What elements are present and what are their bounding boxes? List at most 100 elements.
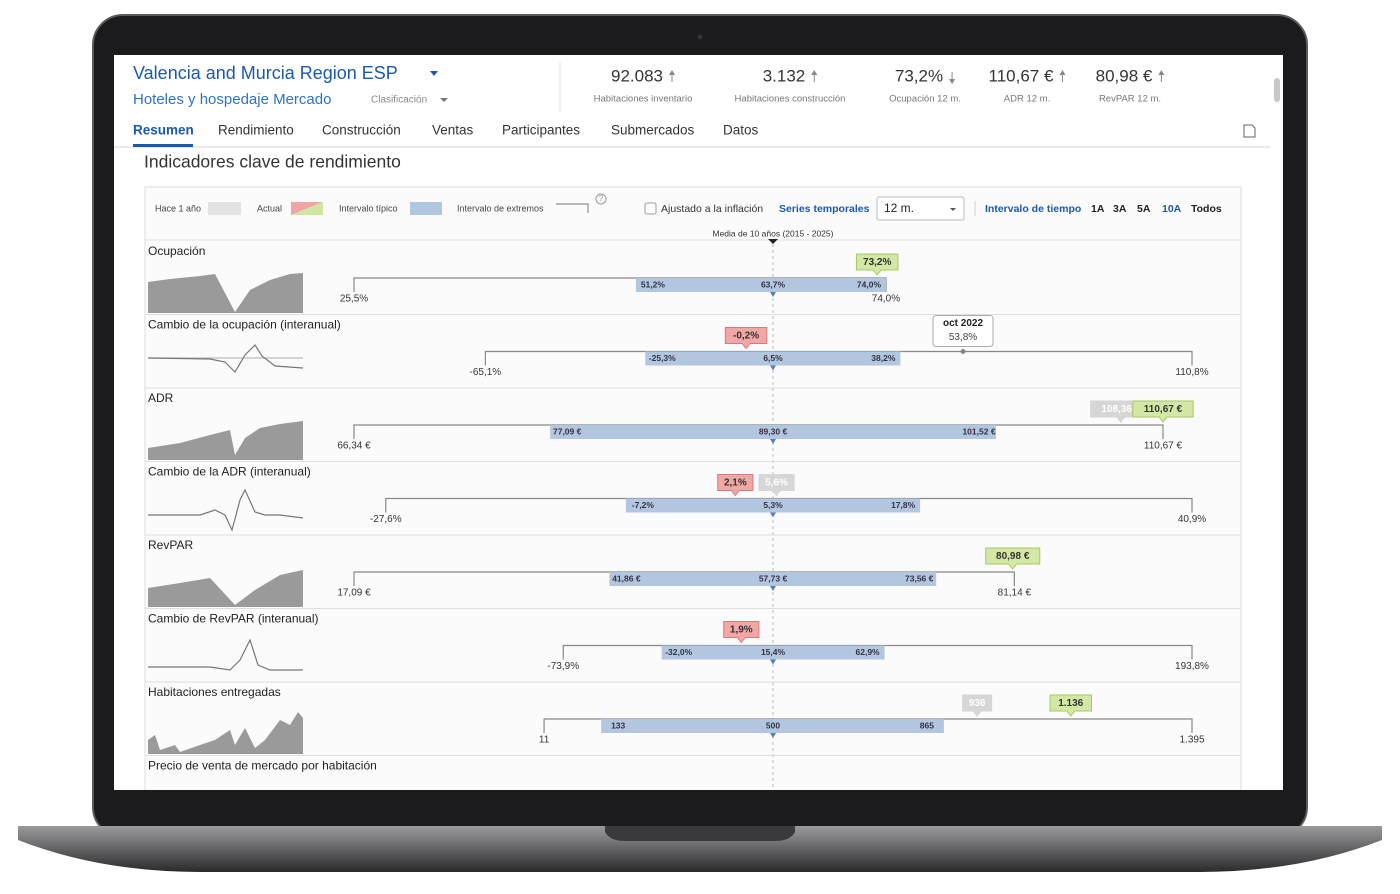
typical-interval-bar bbox=[609, 572, 937, 586]
document-icon[interactable] bbox=[1243, 124, 1256, 138]
row-title: Ocupación bbox=[148, 244, 205, 258]
kpi-label: Ocupación 12 m. bbox=[889, 94, 961, 105]
current-marker-label: 73,2% bbox=[863, 257, 891, 268]
market-title[interactable]: Valencia and Murcia Region ESP bbox=[133, 63, 398, 83]
title-caret bbox=[430, 71, 438, 76]
nav-tab[interactable]: Rendimiento bbox=[218, 123, 294, 138]
section-title: Indicadores clave de rendimiento bbox=[144, 152, 401, 172]
median-label: 57,73 € bbox=[759, 573, 788, 583]
laptop-base bbox=[18, 826, 1382, 872]
inflation-checkbox[interactable] bbox=[644, 202, 657, 215]
min-label: 25,5% bbox=[340, 294, 368, 305]
year-ago-marker bbox=[758, 474, 795, 497]
legend-extremes-bracket bbox=[556, 203, 589, 213]
app-screen: Valencia and Murcia Region ESP Hoteles y … bbox=[114, 55, 1283, 790]
range-option[interactable]: Todos bbox=[1191, 203, 1222, 215]
current-marker bbox=[723, 621, 760, 644]
base-notch bbox=[605, 826, 795, 841]
median-label: 5,3% bbox=[763, 500, 783, 510]
current-marker bbox=[717, 474, 754, 497]
kpi-trend-arrow bbox=[669, 70, 675, 82]
kpi-trend-arrow bbox=[811, 70, 818, 82]
p75-label: 865 bbox=[920, 720, 934, 730]
min-label: -65,1% bbox=[470, 367, 502, 378]
range-option[interactable]: 1A bbox=[1091, 203, 1105, 215]
legend-extremes: Intervalo de extremos bbox=[457, 203, 544, 213]
range-option[interactable]: 10A bbox=[1162, 203, 1182, 215]
p75-label: 17,8% bbox=[891, 500, 916, 510]
sparkline-line bbox=[148, 488, 304, 532]
nav-tab[interactable]: Resumen bbox=[133, 123, 194, 138]
nav-tab[interactable]: Ventas bbox=[432, 123, 474, 138]
max-label: 81,14 € bbox=[998, 588, 1032, 599]
inflation-label[interactable]: Ajustado a la inflación bbox=[661, 203, 763, 215]
current-marker bbox=[1049, 694, 1092, 717]
median-marker bbox=[770, 512, 776, 518]
median-marker bbox=[770, 586, 776, 591]
row-title: ADR bbox=[148, 391, 174, 405]
legend-current-green bbox=[291, 202, 323, 215]
series-label[interactable]: Series temporales bbox=[779, 203, 870, 215]
ranking-link[interactable]: Clasificación bbox=[371, 95, 427, 106]
nav-tab[interactable]: Submercados bbox=[611, 123, 695, 138]
legend-year-ago-swatch bbox=[208, 202, 241, 215]
current-marker-label: -0,2% bbox=[733, 331, 759, 342]
range-option[interactable]: 3A bbox=[1113, 203, 1127, 215]
current-marker-label: 1.136 bbox=[1058, 698, 1083, 709]
current-marker-label: 1,9% bbox=[730, 625, 753, 636]
scrollbar bbox=[1274, 78, 1280, 102]
legend-typical-swatch bbox=[410, 202, 442, 215]
median-marker bbox=[770, 733, 776, 738]
range-option[interactable]: 5A bbox=[1137, 203, 1151, 215]
nav-tab[interactable]: Participantes bbox=[502, 123, 580, 138]
min-label: 17,09 € bbox=[337, 588, 371, 599]
p75-label: 38,2% bbox=[871, 353, 896, 363]
max-label: 40,9% bbox=[1178, 514, 1206, 525]
p25-label: 41,86 € bbox=[612, 573, 641, 583]
kpi-label: Habitaciones inventario bbox=[594, 94, 693, 105]
typical-interval-bar bbox=[635, 278, 886, 292]
current-marker bbox=[985, 547, 1041, 570]
sparkline-lines bbox=[147, 344, 304, 671]
sparkline-line bbox=[148, 638, 303, 671]
current-marker-label: 110,67 € bbox=[1144, 404, 1183, 415]
legend-year-ago: Hace 1 año bbox=[155, 203, 201, 213]
kpi-value: 3.132 bbox=[763, 66, 806, 85]
help-icon[interactable] bbox=[595, 193, 607, 205]
current-marker-label: 80,98 € bbox=[996, 551, 1030, 562]
row-title: Habitaciones entregadas bbox=[148, 685, 281, 699]
year-ago-marker-label: 108,36 € bbox=[1101, 404, 1140, 415]
current-marker bbox=[1132, 400, 1194, 423]
min-label: -27,6% bbox=[370, 514, 402, 525]
kpi-label: ADR 12 m. bbox=[1004, 94, 1050, 105]
kpi-value: 110,67 € bbox=[989, 66, 1054, 85]
p75-label: 74,0% bbox=[857, 279, 882, 289]
nav-tab[interactable]: Datos bbox=[723, 123, 759, 138]
median-marker bbox=[770, 292, 776, 297]
median-note: Media de 10 años (2015 - 2025) bbox=[713, 228, 834, 238]
p25-label: -7,2% bbox=[632, 500, 655, 510]
period-select[interactable] bbox=[876, 196, 965, 221]
typical-interval-bar bbox=[661, 645, 885, 660]
p75-label: 62,9% bbox=[856, 647, 881, 657]
nav-tab[interactable]: Construcción bbox=[322, 123, 401, 138]
current-marker bbox=[855, 253, 899, 276]
typical-interval-bar bbox=[625, 498, 921, 513]
max-label: 193,8% bbox=[1175, 661, 1209, 672]
row-title: Cambio de RevPAR (interanual) bbox=[148, 612, 319, 626]
year-ago-marker bbox=[962, 694, 993, 717]
year-ago-marker-label: 5,6% bbox=[765, 478, 788, 489]
hover-tooltip bbox=[932, 315, 994, 347]
period-value[interactable]: 12 m. bbox=[884, 201, 914, 215]
kpi-label: Habitaciones construcción bbox=[735, 94, 846, 105]
row-title: Cambio de la ocupación (interanual) bbox=[148, 318, 341, 332]
p25-label: -25,3% bbox=[649, 353, 676, 363]
kpi-label: RevPAR 12 m. bbox=[1099, 94, 1161, 105]
min-label: -73,9% bbox=[547, 661, 579, 672]
kpi-trend-arrow bbox=[949, 72, 956, 84]
max-label: 110,67 € bbox=[1144, 441, 1183, 452]
ranking-caret bbox=[440, 98, 448, 102]
sparklines bbox=[148, 273, 303, 754]
legend-current: Actual bbox=[257, 203, 282, 213]
current-marker-label: 2,1% bbox=[724, 478, 747, 489]
